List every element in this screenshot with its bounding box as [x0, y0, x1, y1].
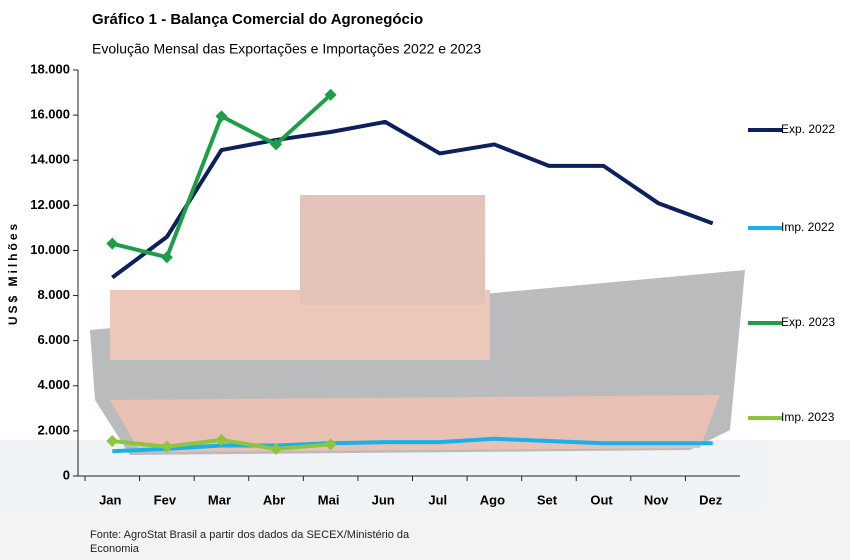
x-tick-label: Fev	[154, 492, 177, 507]
marker	[215, 110, 228, 123]
source-note: Fonte: AgroStat Brasil a partir dos dado…	[90, 529, 410, 555]
y-tick-label: 12.000	[30, 197, 70, 212]
y-tick-label: 2.000	[37, 422, 70, 437]
marker	[160, 440, 173, 453]
legend-label: Imp. 2022	[781, 220, 835, 234]
marker	[270, 138, 283, 151]
x-tick-label: Abr	[263, 492, 285, 507]
y-tick-label: 8.000	[37, 287, 70, 302]
series-line	[111, 119, 714, 280]
marker	[160, 251, 173, 264]
marker	[215, 433, 228, 446]
marker	[270, 442, 283, 455]
series-line	[112, 436, 713, 454]
x-tick-label: Mai	[318, 492, 340, 507]
marker	[106, 435, 119, 448]
x-tick-label: Ago	[480, 492, 505, 507]
y-tick-label: 0	[63, 467, 70, 482]
chart-subtitle: Evolução Mensal das Exportações e Import…	[92, 41, 481, 57]
marker	[324, 438, 337, 451]
y-tick-label: 10.000	[30, 242, 70, 257]
background-ship	[0, 195, 850, 560]
x-tick-label: Jul	[428, 492, 447, 507]
x-tick-label: Nov	[644, 492, 669, 507]
y-tick-label: 4.000	[37, 377, 70, 392]
legend-label: Imp. 2023	[781, 410, 835, 424]
chart-title: Gráfico 1 - Balança Comercial do Agroneg…	[92, 11, 423, 28]
y-axis-label: US$ Milhões	[6, 221, 20, 325]
x-tick-label: Dez	[699, 492, 723, 507]
legend-label: Exp. 2022	[781, 122, 835, 136]
y-tick-label: 14.000	[30, 152, 70, 167]
x-tick-label: Jan	[99, 492, 121, 507]
x-tick-label: Jun	[372, 492, 395, 507]
y-tick-label: 6.000	[37, 332, 70, 347]
x-tick-label: Set	[537, 492, 558, 507]
y-tick-label: 18.000	[30, 61, 70, 76]
y-tick-label: 16.000	[30, 107, 70, 122]
marker	[324, 88, 337, 101]
x-tick-label: Out	[590, 492, 613, 507]
x-tick-label: Mar	[208, 492, 231, 507]
legend-label: Exp. 2023	[781, 315, 835, 329]
marker	[106, 237, 119, 250]
